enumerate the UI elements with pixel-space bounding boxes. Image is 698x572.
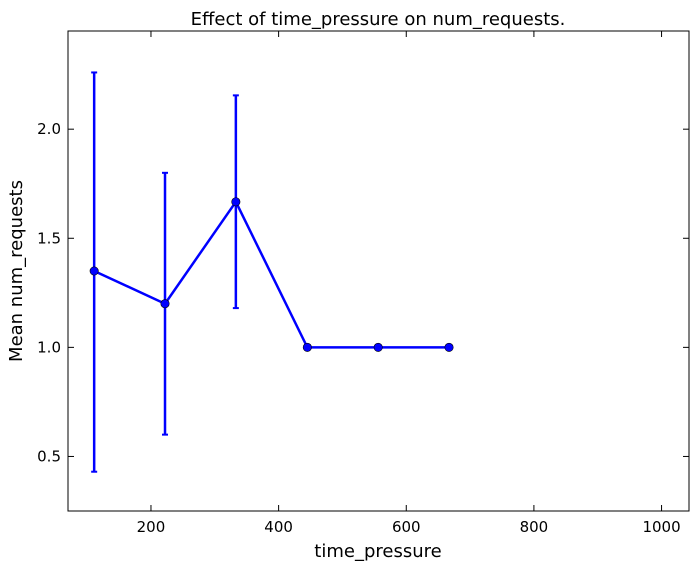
data-point: [89, 266, 99, 276]
series-points: [89, 197, 454, 352]
x-axis-label: time_pressure: [314, 541, 441, 562]
series-line: [93, 200, 450, 349]
axis-ticks: [68, 31, 689, 511]
y-tick-label: 0.5: [37, 447, 61, 465]
x-tick-label: 400: [264, 518, 293, 536]
data-point: [444, 342, 454, 352]
y-tick-label: 1.5: [37, 229, 61, 247]
series-lines: [93, 200, 450, 349]
chart-title: Effect of time_pressure on num_requests.: [191, 9, 566, 30]
y-axis-label: Mean num_requests: [6, 180, 27, 362]
axis-tick-labels: 200 400 600 800 1000 0.5 1.0 1.5 2.0: [37, 120, 681, 536]
plot-area: [67, 30, 690, 512]
x-tick-label: 600: [392, 518, 421, 536]
x-tick-label: 1000: [642, 518, 680, 536]
y-tick-label: 2.0: [37, 120, 61, 138]
x-tick-label: 800: [520, 518, 549, 536]
data-point: [302, 342, 312, 352]
x-tick-label: 200: [137, 518, 166, 536]
y-tick-label: 1.0: [37, 338, 61, 356]
data-point: [373, 342, 383, 352]
data-point: [160, 299, 170, 309]
data-point: [231, 197, 241, 207]
